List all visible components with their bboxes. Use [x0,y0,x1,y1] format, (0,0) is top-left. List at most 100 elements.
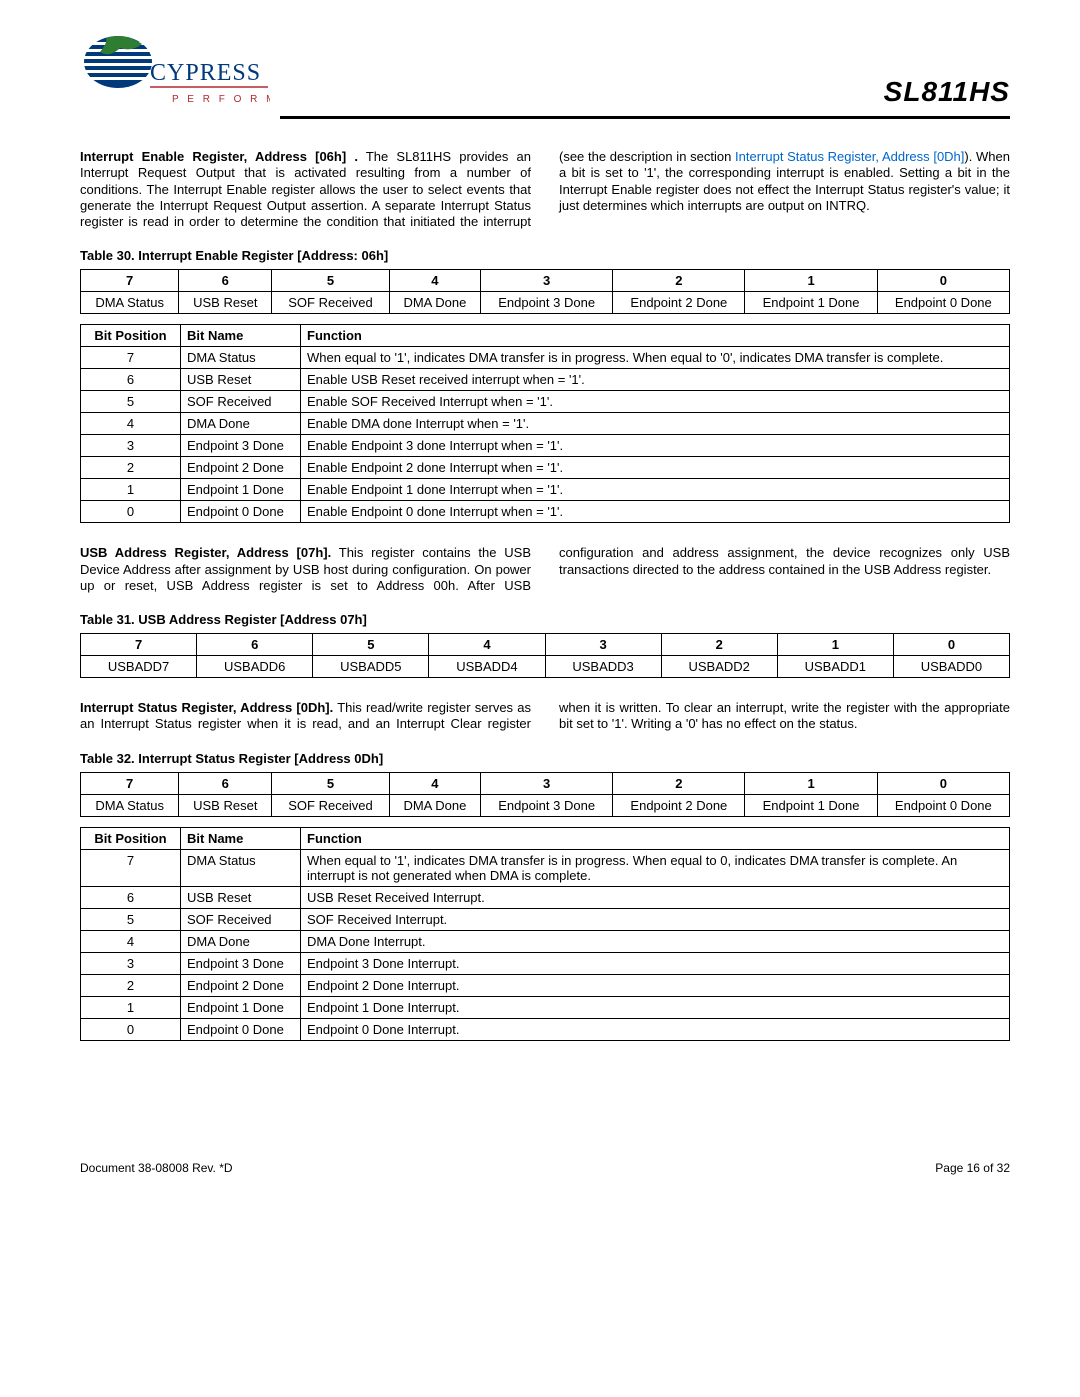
table32-caption: Table 32. Interrupt Status Register [Add… [80,751,1010,766]
page-header: CYPRESS P E R F O R M SL811HS [80,30,1010,108]
bit-function: Enable Endpoint 1 done Interrupt when = … [301,479,1010,501]
bit-name: Endpoint 1 Done [745,794,877,816]
table31-caption: Table 31. USB Address Register [Address … [80,612,1010,627]
table-row: 7 6 5 4 3 2 1 0 [81,772,1010,794]
bit-name: DMA Status [181,347,301,369]
bit-name: USBADD1 [777,656,893,678]
bit-position: 3 [81,435,181,457]
bit-name: Endpoint 0 Done [181,1018,301,1040]
bit-position: 4 [81,930,181,952]
bit-function: Endpoint 0 Done Interrupt. [301,1018,1010,1040]
bit-name: USBADD4 [429,656,545,678]
table-row: 2Endpoint 2 DoneEnable Endpoint 2 done I… [81,457,1010,479]
cypress-logo: CYPRESS P E R F O R M [80,30,270,108]
table-row: 7DMA StatusWhen equal to '1', indicates … [81,347,1010,369]
intro-paragraph-2: USB Address Register, Address [07h]. Thi… [80,545,1010,594]
bit-position: 6 [81,369,181,391]
table-row: 4DMA DoneDMA Done Interrupt. [81,930,1010,952]
bit-col: 3 [481,772,613,794]
header-rule [80,116,1010,119]
bit-name: Endpoint 1 Done [745,292,877,314]
table-row: 4DMA DoneEnable DMA done Interrupt when … [81,413,1010,435]
intro-paragraph-1: Interrupt Enable Register, Address [06h]… [80,149,1010,230]
bit-function: USB Reset Received Interrupt. [301,886,1010,908]
svg-text:P E R F O R M: P E R F O R M [172,94,270,105]
table-row: 5SOF ReceivedEnable SOF Received Interru… [81,391,1010,413]
bit-col: 1 [745,772,877,794]
bit-function: Enable SOF Received Interrupt when = '1'… [301,391,1010,413]
bit-col: 2 [613,772,745,794]
para3-lead: Interrupt Status Register, Address [0Dh]… [80,700,333,715]
bit-name: DMA Done [181,413,301,435]
table-row: Bit Position Bit Name Function [81,325,1010,347]
para2-lead: USB Address Register, Address [07h]. [80,545,331,560]
bit-col: 4 [389,772,480,794]
bit-name: USB Reset [179,292,272,314]
table-row: USBADD7 USBADD6 USBADD5 USBADD4 USBADD3 … [81,656,1010,678]
document-number: Document 38-08008 Rev. *D [80,1161,233,1175]
table-row: 3Endpoint 3 DoneEndpoint 3 Done Interrup… [81,952,1010,974]
bit-position: 4 [81,413,181,435]
bit-col: 3 [545,634,661,656]
table-row: 1Endpoint 1 DoneEnable Endpoint 1 done I… [81,479,1010,501]
table31-bits: 7 6 5 4 3 2 1 0 USBADD7 USBADD6 USBADD5 … [80,633,1010,678]
bit-name: Endpoint 2 Done [181,974,301,996]
bit-function: Endpoint 1 Done Interrupt. [301,996,1010,1018]
bit-position: 5 [81,391,181,413]
bit-name: Endpoint 2 Done [613,292,745,314]
bit-col: 5 [272,772,389,794]
bit-position: 0 [81,501,181,523]
bit-name: Endpoint 0 Done [877,794,1009,816]
bit-position: 3 [81,952,181,974]
bit-function: Enable Endpoint 2 done Interrupt when = … [301,457,1010,479]
bit-name: USBADD6 [197,656,313,678]
page-number: Page 16 of 32 [935,1161,1010,1175]
intro-paragraph-3: Interrupt Status Register, Address [0Dh]… [80,700,1010,733]
col-header: Bit Name [181,827,301,849]
bit-col: 3 [481,270,613,292]
table32-bits: 7 6 5 4 3 2 1 0 DMA Status USB Reset SOF… [80,772,1010,817]
bit-col: 6 [179,270,272,292]
bit-name: USBADD7 [81,656,197,678]
bit-function: When equal to '1', indicates DMA transfe… [301,849,1010,886]
bit-name: DMA Done [181,930,301,952]
bit-function: Enable Endpoint 0 done Interrupt when = … [301,501,1010,523]
bit-col: 1 [745,270,877,292]
table-row: DMA Status USB Reset SOF Received DMA Do… [81,292,1010,314]
bit-name: Endpoint 1 Done [181,479,301,501]
table-row: 7 6 5 4 3 2 1 0 [81,634,1010,656]
bit-position: 7 [81,849,181,886]
table-row: 0Endpoint 0 DoneEnable Endpoint 0 done I… [81,501,1010,523]
bit-name: DMA Status [81,292,179,314]
bit-name: Endpoint 3 Done [481,794,613,816]
bit-name: DMA Status [81,794,179,816]
bit-position: 2 [81,974,181,996]
table-row: 7 6 5 4 3 2 1 0 [81,270,1010,292]
col-header: Function [301,325,1010,347]
bit-function: Endpoint 3 Done Interrupt. [301,952,1010,974]
bit-name: USB Reset [179,794,272,816]
bit-name: Endpoint 0 Done [877,292,1009,314]
table30-caption: Table 30. Interrupt Enable Register [Add… [80,248,1010,263]
bit-name: USBADD2 [661,656,777,678]
bit-name: DMA Status [181,849,301,886]
col-header: Bit Position [81,827,181,849]
bit-name: Endpoint 2 Done [613,794,745,816]
bit-position: 6 [81,886,181,908]
table-row: 5SOF ReceivedSOF Received Interrupt. [81,908,1010,930]
table-row: 1Endpoint 1 DoneEndpoint 1 Done Interrup… [81,996,1010,1018]
bit-function: Enable Endpoint 3 done Interrupt when = … [301,435,1010,457]
bit-function: SOF Received Interrupt. [301,908,1010,930]
bit-name: DMA Done [389,794,480,816]
bit-col: 0 [877,270,1009,292]
bit-name: SOF Received [272,794,389,816]
bit-position: 2 [81,457,181,479]
part-number: SL811HS [884,76,1010,108]
table-row: Bit Position Bit Name Function [81,827,1010,849]
col-header: Bit Position [81,325,181,347]
interrupt-status-link[interactable]: Interrupt Status Register, Address [0Dh] [735,149,964,164]
bit-col: 7 [81,772,179,794]
bit-function: Enable USB Reset received interrupt when… [301,369,1010,391]
bit-name: SOF Received [181,391,301,413]
bit-function: Enable DMA done Interrupt when = '1'. [301,413,1010,435]
